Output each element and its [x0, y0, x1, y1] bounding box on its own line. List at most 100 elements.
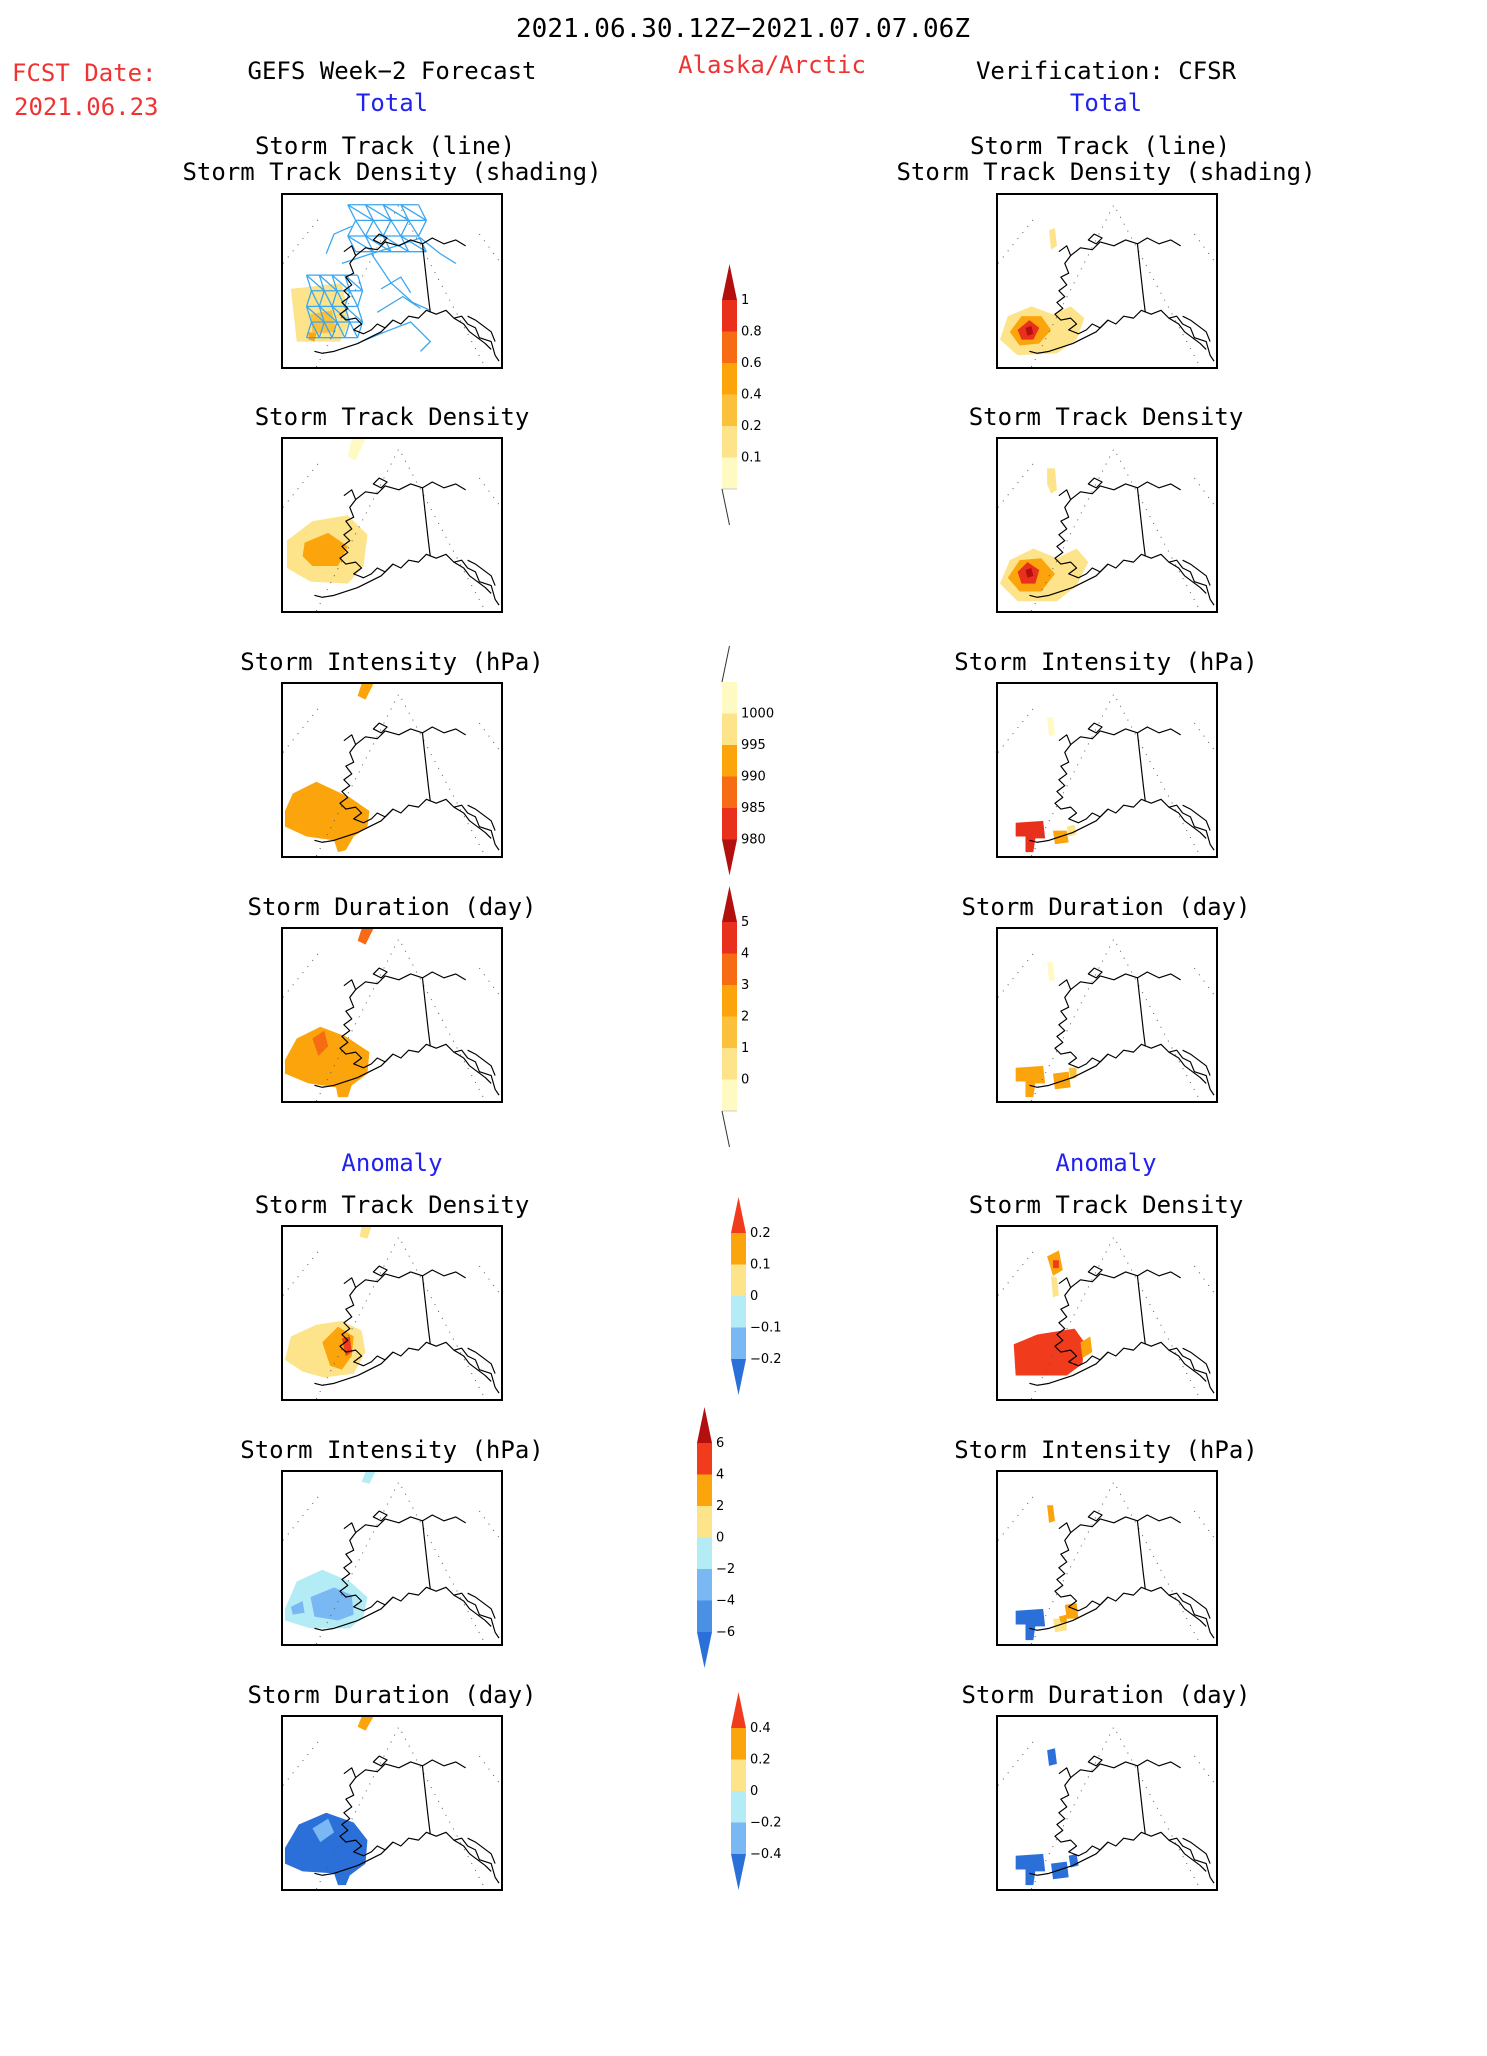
- colorbar-tick-label: −0.2: [750, 1352, 782, 1367]
- colorbar-segment: [731, 1327, 746, 1359]
- coastline: [314, 233, 500, 362]
- map-verification-anom-duration: [996, 1715, 1218, 1891]
- colorbar-tick-label: 980: [741, 833, 766, 848]
- colorbar-segment: [697, 1506, 712, 1538]
- shading-region: [284, 781, 370, 853]
- shading-region: [1052, 1071, 1071, 1090]
- right-track-line-title: Storm Track (line): [969, 132, 1231, 160]
- coastline: [314, 1510, 500, 1639]
- colorbar-tick-label: 2: [716, 1499, 724, 1514]
- colorbar-tick-label: 6: [716, 1436, 724, 1451]
- colorbar-tick-label: 4: [716, 1468, 724, 1483]
- colorbar-tick-label: 5: [741, 915, 749, 930]
- shading-region: [1015, 1608, 1046, 1641]
- colorbar-tail: [721, 645, 730, 683]
- left-anom-intensity-title: Storm Intensity (hPa): [240, 1436, 544, 1464]
- colorbar-segment: [722, 1048, 737, 1080]
- shading-region: [1047, 1505, 1055, 1523]
- graticule: [998, 1725, 1216, 1889]
- colorbar-segment: [731, 1296, 746, 1328]
- colorbar-segment: [731, 1233, 746, 1265]
- shading-region: [284, 1026, 370, 1098]
- colorbar-tick-label: 0.1: [741, 451, 762, 466]
- shading-region: [302, 532, 348, 567]
- colorbar-tick-label: 1: [741, 1041, 749, 1056]
- shading-region: [1080, 1336, 1093, 1358]
- colorbar-arrow-bottom: [697, 1632, 712, 1668]
- colorbar-segment: [722, 457, 737, 489]
- right-column-title: Verification: CFSR: [975, 57, 1237, 85]
- colorbar-segment: [722, 682, 737, 714]
- shading-region: [347, 439, 366, 461]
- colorbar-tick-label: 0: [750, 1784, 758, 1799]
- colorbar-tick-label: 0.6: [741, 356, 762, 371]
- colorbar-tick-label: 4: [741, 947, 749, 962]
- colorbar-tick-label: −4: [716, 1594, 735, 1609]
- colorbar-segment: [697, 1443, 712, 1475]
- shading-region: [1047, 717, 1055, 737]
- colorbar-segment: [697, 1569, 712, 1601]
- shading-region: [1025, 325, 1034, 336]
- colorbar-tail: [721, 488, 730, 526]
- map-verification-intensity: [996, 682, 1218, 858]
- coastline: [314, 722, 500, 851]
- shading-region: [1066, 824, 1077, 837]
- colorbar-tick-label: 0.4: [741, 388, 762, 403]
- colorbar-segment: [722, 363, 737, 395]
- shading-region: [1047, 1748, 1057, 1766]
- graticule: [283, 692, 501, 856]
- coastline: [314, 477, 500, 606]
- left-track-line-title: Storm Track (line): [254, 132, 516, 160]
- colorbar-tick-label: −0.4: [750, 1847, 782, 1862]
- colorbar-tick-label: 0: [750, 1289, 758, 1304]
- colorbar-tick-label: 0.8: [741, 325, 762, 340]
- shading-region: [1051, 1861, 1069, 1880]
- colorbar-arrow-bottom: [731, 1359, 746, 1395]
- graticule: [283, 937, 501, 1101]
- colorbar-arrow-top: [697, 1407, 712, 1443]
- shading-region: [1015, 1065, 1046, 1098]
- colorbar-segment: [697, 1537, 712, 1569]
- shading-region: [1025, 568, 1034, 578]
- colorbar-arrow-top: [731, 1197, 746, 1233]
- colorbar-anom-density: 0.2 0.1 0 −0.1 −0.2: [731, 1197, 791, 1561]
- map-verification-density: [996, 437, 1218, 613]
- colorbar-tick-label: 0.2: [750, 1753, 771, 1768]
- map-verification-anom-intensity: [996, 1470, 1218, 1646]
- shading-region: [1047, 962, 1055, 982]
- map-forecast-duration: [281, 927, 503, 1103]
- coastline: [1029, 1510, 1215, 1639]
- coastline: [1029, 722, 1215, 851]
- shading-region: [361, 1472, 376, 1484]
- right-track-shading-title: Storm Track Density (shading): [896, 158, 1316, 186]
- fcst-date-value: 2021.06.23: [14, 93, 159, 121]
- colorbar-tick-label: 3: [741, 978, 749, 993]
- colorbar-total-intensity: 1000 995 990 985 980: [721, 645, 782, 1010]
- colorbar-segment: [731, 1791, 746, 1823]
- colorbar-segment: [722, 394, 737, 426]
- colorbar-tick-label: 1: [741, 293, 749, 308]
- right-density-title: Storm Track Density: [968, 403, 1244, 431]
- left-anom-density-title: Storm Track Density: [254, 1191, 530, 1219]
- left-track-shading-title: Storm Track Density (shading): [182, 158, 602, 186]
- right-anom-density-title: Storm Track Density: [968, 1191, 1244, 1219]
- right-anomaly-label: Anomaly: [1055, 1149, 1157, 1177]
- left-intensity-title: Storm Intensity (hPa): [240, 648, 544, 676]
- right-total-label: Total: [1069, 89, 1143, 117]
- right-anom-duration-title: Storm Duration (day): [961, 1681, 1251, 1709]
- colorbar-segment: [722, 1016, 737, 1048]
- shading-region: [1015, 820, 1046, 853]
- shading-region: [312, 1818, 335, 1843]
- graticule: [998, 1480, 1216, 1644]
- shading-region: [1015, 1853, 1046, 1886]
- colorbar-segment: [722, 922, 737, 954]
- coastline: [1029, 477, 1215, 606]
- coastline: [1029, 967, 1215, 1096]
- left-column-title: GEFS Week−2 Forecast: [247, 57, 537, 85]
- coastline: [314, 1755, 500, 1884]
- graticule: [998, 447, 1216, 611]
- colorbar-tick-label: 2: [741, 1010, 749, 1025]
- map-forecast-anom-density: [281, 1225, 503, 1401]
- right-duration-title: Storm Duration (day): [961, 893, 1251, 921]
- colorbar-tick-label: 985: [741, 801, 766, 816]
